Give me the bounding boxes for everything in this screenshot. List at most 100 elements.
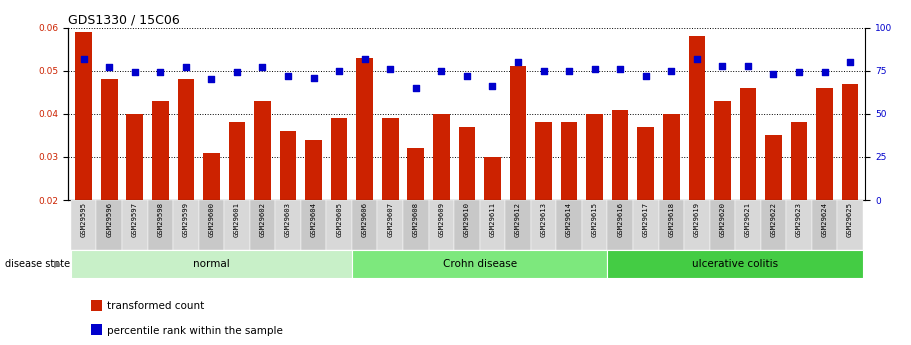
Bar xyxy=(305,140,322,200)
Bar xyxy=(714,101,731,200)
Text: GSM29605: GSM29605 xyxy=(336,201,343,237)
Bar xyxy=(454,200,480,250)
Text: GSM29618: GSM29618 xyxy=(669,201,674,237)
Bar xyxy=(710,200,735,250)
Text: ulcerative colitis: ulcerative colitis xyxy=(692,259,778,269)
Bar xyxy=(557,200,582,250)
Bar xyxy=(76,32,92,200)
Bar xyxy=(101,79,118,200)
Bar xyxy=(173,200,199,250)
Point xyxy=(588,66,602,72)
Point xyxy=(255,65,270,70)
Bar xyxy=(663,114,680,200)
Point xyxy=(128,70,142,75)
Bar xyxy=(407,148,425,200)
Text: disease state: disease state xyxy=(5,259,69,269)
Bar xyxy=(352,250,608,278)
Text: GSM29621: GSM29621 xyxy=(745,201,751,237)
Point xyxy=(843,59,857,65)
Point xyxy=(817,70,832,75)
Bar xyxy=(765,135,782,200)
Point xyxy=(537,68,551,73)
Bar xyxy=(199,200,224,250)
Bar xyxy=(428,200,454,250)
Text: GSM29600: GSM29600 xyxy=(209,201,214,237)
Point xyxy=(690,56,704,61)
Point xyxy=(486,83,500,89)
Text: GSM29624: GSM29624 xyxy=(822,201,827,237)
Text: GSM29596: GSM29596 xyxy=(107,201,112,237)
Text: GSM29606: GSM29606 xyxy=(362,201,368,237)
Bar xyxy=(842,84,858,200)
Bar xyxy=(608,200,633,250)
Text: GSM29595: GSM29595 xyxy=(81,201,87,237)
Point xyxy=(77,56,91,61)
Bar xyxy=(254,101,271,200)
Bar xyxy=(684,200,710,250)
Text: GSM29597: GSM29597 xyxy=(132,201,138,237)
Bar xyxy=(382,118,398,200)
Bar xyxy=(735,200,761,250)
Bar xyxy=(71,250,352,278)
Text: GDS1330 / 15C06: GDS1330 / 15C06 xyxy=(68,14,180,27)
Bar xyxy=(509,66,527,200)
Point xyxy=(332,68,346,73)
Bar xyxy=(561,122,578,200)
Text: GSM29613: GSM29613 xyxy=(540,201,547,237)
Bar xyxy=(816,88,833,200)
Bar xyxy=(148,200,173,250)
Text: GSM29610: GSM29610 xyxy=(464,201,470,237)
Text: GSM29614: GSM29614 xyxy=(566,201,572,237)
Bar xyxy=(433,114,450,200)
Bar xyxy=(484,157,501,200)
Point xyxy=(357,56,372,61)
Bar xyxy=(761,200,786,250)
Point xyxy=(562,68,577,73)
Bar xyxy=(608,250,863,278)
Bar xyxy=(356,58,373,200)
Point xyxy=(766,71,781,77)
Point xyxy=(715,63,730,68)
Point xyxy=(434,68,448,73)
Text: GSM29617: GSM29617 xyxy=(643,201,649,237)
Text: GSM29620: GSM29620 xyxy=(720,201,725,237)
Text: GSM29608: GSM29608 xyxy=(413,201,419,237)
Bar xyxy=(71,200,97,250)
Bar xyxy=(122,200,148,250)
Bar xyxy=(587,114,603,200)
Point xyxy=(281,73,295,79)
Bar xyxy=(97,200,122,250)
Text: ▶: ▶ xyxy=(55,259,62,269)
Bar xyxy=(612,110,629,200)
Point xyxy=(102,65,117,70)
Bar xyxy=(786,200,812,250)
Text: GSM29612: GSM29612 xyxy=(515,201,521,237)
Text: GSM29615: GSM29615 xyxy=(591,201,598,237)
Bar xyxy=(458,127,476,200)
Text: GSM29603: GSM29603 xyxy=(285,201,291,237)
Bar xyxy=(152,101,169,200)
Text: GSM29599: GSM29599 xyxy=(183,201,189,237)
Bar xyxy=(812,200,837,250)
Text: GSM29622: GSM29622 xyxy=(771,201,776,237)
Point xyxy=(741,63,755,68)
Bar xyxy=(250,200,275,250)
Text: GSM29616: GSM29616 xyxy=(617,201,623,237)
Text: GSM29607: GSM29607 xyxy=(387,201,394,237)
Bar xyxy=(352,200,377,250)
Text: GSM29598: GSM29598 xyxy=(158,201,163,237)
Point xyxy=(792,70,806,75)
Bar xyxy=(178,79,194,200)
Point xyxy=(511,59,526,65)
Point xyxy=(408,85,423,91)
Point xyxy=(230,70,244,75)
Bar xyxy=(689,36,705,200)
Text: GSM29602: GSM29602 xyxy=(260,201,265,237)
Text: GSM29609: GSM29609 xyxy=(438,201,445,237)
Text: percentile rank within the sample: percentile rank within the sample xyxy=(107,326,282,335)
Bar xyxy=(275,200,301,250)
Bar xyxy=(127,114,143,200)
Bar xyxy=(224,200,250,250)
Text: Crohn disease: Crohn disease xyxy=(443,259,517,269)
Text: GSM29604: GSM29604 xyxy=(311,201,317,237)
